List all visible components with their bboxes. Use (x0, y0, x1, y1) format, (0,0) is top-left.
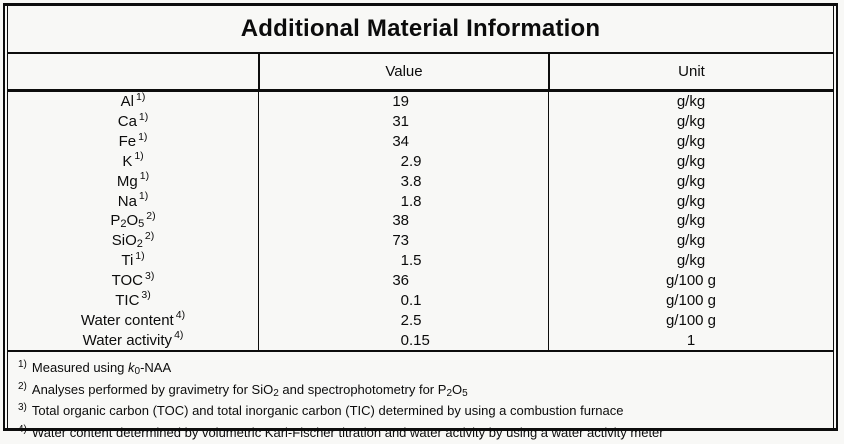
row-unit-cell: g/kg (548, 132, 833, 152)
footnote-ref: 3) (145, 270, 154, 282)
footnote: 4) Water content determined by volumetric… (18, 423, 821, 444)
footnote: 1) Measured using k0-NAA (18, 358, 821, 380)
footnote-ref: 2) (146, 210, 155, 222)
row-value-cell: 73 (258, 231, 548, 251)
row-unit-cell: g/100 g (548, 310, 833, 330)
row-unit-cell: g/kg (548, 92, 833, 112)
header-cell-unit: Unit (548, 54, 833, 89)
footnote-ref: 3) (141, 289, 150, 301)
footnotes-section: 1) Measured using k0-NAA 2) Analyses perfo… (8, 352, 833, 444)
row-value-cell: 2.9 (258, 152, 548, 172)
footnote-ref: 1) (135, 250, 144, 262)
row-value-cell: 0.15 (258, 330, 548, 350)
footnote: 3) Total organic carbon (TOC) and total i… (18, 401, 821, 423)
footnote-ref: 2) (145, 230, 154, 242)
footnote-marker: 2) (18, 381, 27, 392)
footnote-marker: 1) (18, 359, 27, 370)
row-unit-cell: g/kg (548, 152, 833, 172)
document-outer-frame: Additional Material Information Value Un… (3, 3, 838, 431)
row-value-cell: 1.8 (258, 191, 548, 211)
footnote-text: Measured using k0-NAA (32, 360, 171, 375)
row-unit-cell: g/100 g (548, 271, 833, 291)
footnote-text: Water content determined by volumetric K… (32, 425, 664, 440)
row-value-cell: 19 (258, 92, 548, 112)
footnote-ref: 1) (140, 170, 149, 182)
row-unit-cell: g/100 g (548, 290, 833, 310)
row-unit-cell: g/kg (548, 231, 833, 251)
row-value-cell: 31 (258, 112, 548, 132)
document-inner-frame: Additional Material Information Value Un… (7, 6, 834, 428)
footnote-ref: 4) (176, 309, 185, 321)
row-unit-cell: g/kg (548, 251, 833, 271)
footnote-text: Total organic carbon (TOC) and total ino… (32, 403, 624, 418)
header-cell-property (8, 54, 258, 89)
footnote-ref: 1) (138, 131, 147, 143)
row-value-cell: 1.5 (258, 251, 548, 271)
header-cell-value: Value (258, 54, 548, 89)
row-value-cell: 36 (258, 271, 548, 291)
table-title: Additional Material Information (8, 6, 833, 54)
footnote-ref: 1) (139, 111, 148, 123)
footnote: 2) Analyses performed by gravimetry for S… (18, 380, 821, 402)
row-value-cell: 38 (258, 211, 548, 231)
row-value-cell: 0.1 (258, 290, 548, 310)
row-value-cell: 2.5 (258, 310, 548, 330)
footnote-marker: 4) (18, 424, 27, 435)
row-unit-cell: 1 (548, 330, 833, 350)
row-value-cell: 3.8 (258, 171, 548, 191)
row-unit-cell: g/kg (548, 191, 833, 211)
footnote-ref: 1) (134, 150, 143, 162)
footnote-text: Analyses performed by gravimetry for SiO… (32, 382, 468, 397)
row-unit-cell: g/kg (548, 112, 833, 132)
table-header-row: Value Unit (8, 54, 833, 92)
footnote-ref: 1) (139, 190, 148, 202)
row-unit-cell: g/kg (548, 211, 833, 231)
row-unit-cell: g/kg (548, 171, 833, 191)
footnote-ref: 4) (174, 329, 183, 341)
row-value-cell: 34 (258, 132, 548, 152)
footnote-ref: 1) (136, 91, 145, 103)
footnote-marker: 3) (18, 402, 27, 413)
